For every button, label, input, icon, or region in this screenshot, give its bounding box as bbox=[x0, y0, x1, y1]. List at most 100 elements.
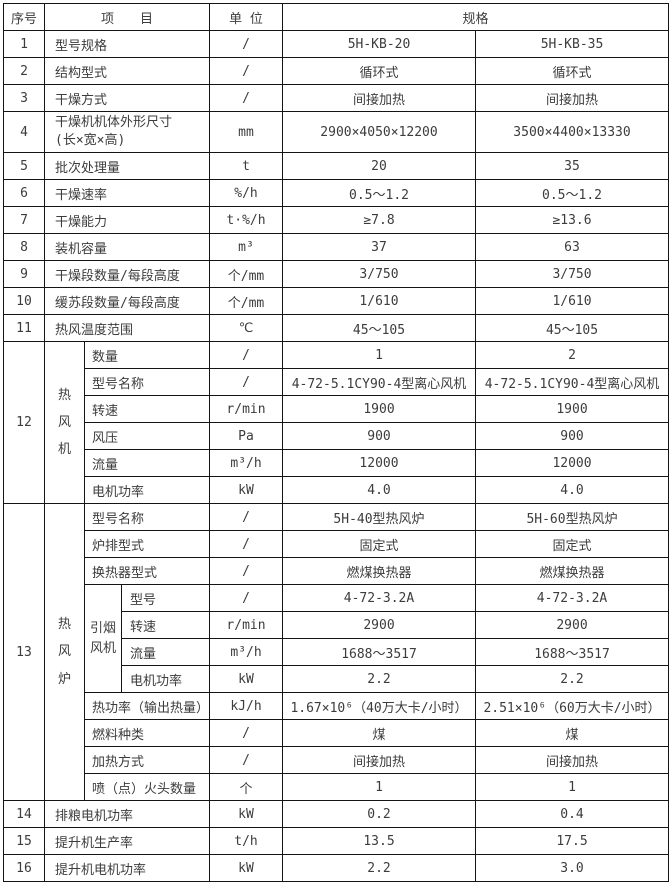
row-number: 8 bbox=[3, 233, 45, 261]
unit-cell: t bbox=[209, 152, 283, 180]
spec-value-1: 1900 bbox=[282, 395, 476, 423]
unit-cell: / bbox=[209, 503, 283, 531]
table-row: 4 干燥机机体外形尺寸 (长×宽×高) mm 2900×4050×12200 3… bbox=[3, 111, 670, 153]
item-label: 干燥方式 bbox=[44, 84, 210, 112]
table-row: 7 干燥能力 t·%/h ≥7.8 ≥13.6 bbox=[3, 206, 670, 234]
unit-cell: t/h bbox=[209, 827, 283, 855]
table-row: 3 干燥方式 / 间接加热 间接加热 bbox=[3, 84, 670, 112]
header-unit: 单 位 bbox=[209, 3, 283, 31]
unit-cell: / bbox=[209, 719, 283, 747]
spec-value-2: 5H-KB-35 bbox=[474, 30, 670, 58]
item-label: 燃料种类 bbox=[84, 719, 210, 747]
spec-value-2: ≥13.6 bbox=[474, 206, 670, 234]
item-label: 转速 bbox=[121, 611, 210, 639]
table-row: 电机功率 kW 2.2 2.2 bbox=[4, 665, 670, 693]
item-label: 炉排型式 bbox=[84, 530, 210, 558]
spec-value-1: 12000 bbox=[282, 449, 476, 477]
item-label: 排粮电机功率 bbox=[44, 800, 210, 828]
unit-cell: / bbox=[209, 30, 283, 58]
unit-cell: mm bbox=[209, 111, 283, 153]
table-row: 燃料种类 / 煤 煤 bbox=[4, 719, 670, 747]
item-label: 型号名称 bbox=[84, 503, 210, 531]
table-row: 11 热风温度范围 ℃ 45～105 45～105 bbox=[3, 314, 670, 342]
item-label-line1: 干燥机机体外形尺寸 bbox=[55, 115, 173, 130]
spec-value-2: 2.51×10⁶（60万大卡/小时） bbox=[474, 692, 670, 720]
row-number: 13 bbox=[3, 503, 45, 801]
spec-value-2: 35 bbox=[474, 152, 670, 180]
spec-value-2: 17.5 bbox=[474, 827, 670, 855]
unit-cell: kW bbox=[209, 665, 283, 693]
table-row: 流量 m³/h 12000 12000 bbox=[4, 449, 670, 477]
row-number: 16 bbox=[3, 854, 45, 882]
item-label: 流量 bbox=[84, 449, 210, 477]
item-label: 热功率（输出热量） bbox=[84, 692, 210, 720]
group-label-text: 热风机 bbox=[57, 387, 71, 458]
unit-cell: Pa bbox=[209, 422, 283, 450]
spec-value-2: 3.0 bbox=[474, 854, 670, 882]
spec-value-1: 循环式 bbox=[282, 57, 476, 85]
spec-value-1: 900 bbox=[282, 422, 476, 450]
spec-value-1: 1688～3517 bbox=[282, 638, 476, 666]
spec-value-2: 4-72-5.1CY90-4型离心风机 bbox=[474, 368, 670, 396]
row-number: 1 bbox=[3, 30, 45, 58]
spec-value-2: 循环式 bbox=[474, 57, 670, 85]
spec-value-2: 2.2 bbox=[474, 665, 670, 693]
unit-cell: / bbox=[209, 557, 283, 585]
spec-value-1: 1.67×10⁶（40万大卡/小时） bbox=[282, 692, 476, 720]
group-label-fan: 热风机 bbox=[44, 341, 85, 504]
table-row: 2 结构型式 / 循环式 循环式 bbox=[3, 57, 670, 85]
spec-value-2: 45～105 bbox=[474, 314, 670, 342]
item-label: 结构型式 bbox=[44, 57, 210, 85]
spec-value-2: 间接加热 bbox=[474, 746, 670, 774]
unit-cell: 个 bbox=[209, 773, 283, 801]
spec-value-1: 2900×4050×12200 bbox=[282, 111, 476, 153]
spec-value-1: 0.2 bbox=[282, 800, 476, 828]
item-label: 换热器型式 bbox=[84, 557, 210, 585]
table-row: 转速 r/min 1900 1900 bbox=[4, 395, 670, 423]
unit-cell: / bbox=[209, 84, 283, 112]
table-row: 转速 r/min 2900 2900 bbox=[4, 611, 670, 639]
unit-cell: t·%/h bbox=[209, 206, 283, 234]
spec-value-1: 2.2 bbox=[282, 665, 476, 693]
unit-cell: / bbox=[209, 341, 283, 369]
item-label: 加热方式 bbox=[84, 746, 210, 774]
spec-value-2: 4.0 bbox=[474, 476, 670, 504]
item-label: 干燥机机体外形尺寸 (长×宽×高) bbox=[44, 111, 210, 153]
row-number: 11 bbox=[3, 314, 45, 342]
spec-value-2: 1900 bbox=[474, 395, 670, 423]
unit-cell: m³/h bbox=[209, 638, 283, 666]
spec-table: 序号 项 目 单 位 规格 1 型号规格 / 5H-KB-20 5H-KB-35… bbox=[3, 3, 670, 882]
row-number: 3 bbox=[3, 84, 45, 112]
table-row: 引烟风机 型号 / 4-72-3.2A 4-72-3.2A bbox=[4, 584, 670, 693]
table-header-row: 序号 项 目 单 位 规格 bbox=[3, 3, 670, 31]
item-label: 缓苏段数量/每段高度 bbox=[44, 287, 210, 315]
item-label: 装机容量 bbox=[44, 233, 210, 261]
spec-value-1: 间接加热 bbox=[282, 84, 476, 112]
spec-value-1: 3/750 bbox=[282, 260, 476, 288]
spec-value-1: ≥7.8 bbox=[282, 206, 476, 234]
spec-value-1: 1 bbox=[282, 773, 476, 801]
table-row: 8 装机容量 m³ 37 63 bbox=[3, 233, 670, 261]
spec-value-1: 煤 bbox=[282, 719, 476, 747]
unit-cell: 个/mm bbox=[209, 260, 283, 288]
table-row: 9 干燥段数量/每段高度 个/mm 3/750 3/750 bbox=[3, 260, 670, 288]
spec-value-1: 37 bbox=[282, 233, 476, 261]
spec-value-2: 1688～3517 bbox=[474, 638, 670, 666]
table-row: 16 提升机电机功率 kW 2.2 3.0 bbox=[3, 854, 670, 882]
spec-value-1: 2.2 bbox=[282, 854, 476, 882]
table-row: 电机功率 kW 4.0 4.0 bbox=[4, 476, 670, 504]
spec-value-2: 间接加热 bbox=[474, 84, 670, 112]
table-row: 加热方式 / 间接加热 间接加热 bbox=[4, 746, 670, 774]
item-label: 转速 bbox=[84, 395, 210, 423]
unit-cell: kW bbox=[209, 476, 283, 504]
spec-value-1: 5H-40型热风炉 bbox=[282, 503, 476, 531]
table-row: 15 提升机生产率 t/h 13.5 17.5 bbox=[3, 827, 670, 855]
spec-value-1: 1/610 bbox=[282, 287, 476, 315]
group-label-text: 热风炉 bbox=[57, 617, 71, 687]
item-label: 风压 bbox=[84, 422, 210, 450]
spec-value-1: 20 bbox=[282, 152, 476, 180]
unit-cell: m³/h bbox=[209, 449, 283, 477]
group-label-furnace: 热风炉 bbox=[44, 503, 85, 801]
spec-value-2: 5H-60型热风炉 bbox=[474, 503, 670, 531]
